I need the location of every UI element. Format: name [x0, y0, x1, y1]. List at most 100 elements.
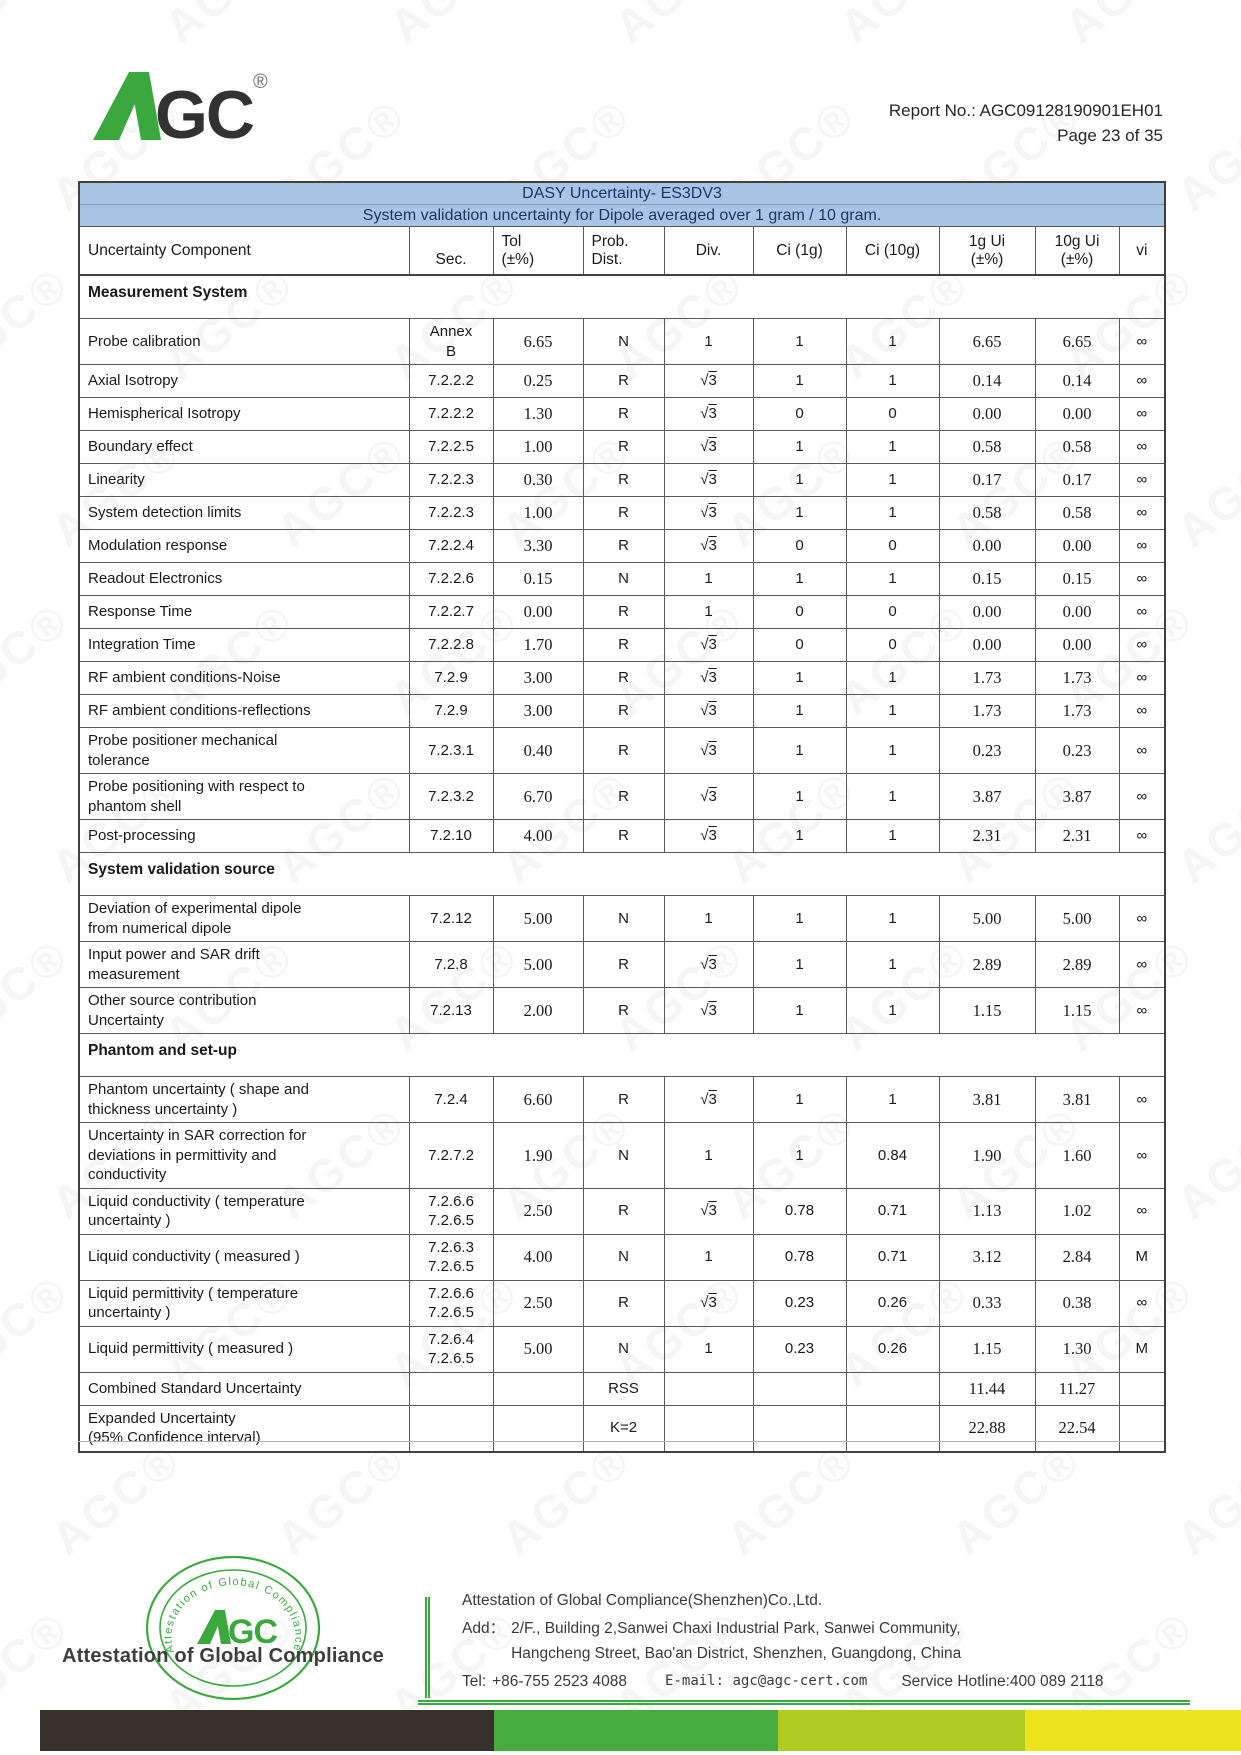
table-cell: M [1118, 1325, 1166, 1373]
table-cell [408, 1404, 494, 1452]
table-cell: R [582, 1279, 665, 1327]
column-header: 10g Ui (±%) [1034, 226, 1120, 276]
table-cell: 0.23 [752, 1279, 847, 1327]
table-cell: 0.15 [492, 562, 584, 596]
table-row: Integration Time 7.2.2.8 1.70 R √3 0 0 0.00 0.00… [78, 628, 1166, 662]
table-cell: 0 [845, 595, 940, 629]
table-cell: RF ambient conditions-Noise [78, 661, 410, 695]
table-cell: 1 [752, 463, 847, 497]
table-cell: 1 [845, 562, 940, 596]
table-cell: 1 [845, 727, 940, 774]
table-cell: 0.23 [752, 1325, 847, 1373]
company-stamp: Attestation of Global Compliance Co., Lt… [137, 1543, 324, 1704]
table-cell: 7.2.3.2 [408, 773, 494, 820]
table-cell: 0.33 [938, 1279, 1036, 1327]
table-cell [1118, 1371, 1166, 1406]
table-cell: 0.15 [938, 562, 1036, 596]
table-cell: R [582, 430, 665, 464]
table-cell: 0.78 [752, 1187, 847, 1235]
column-header: 1g Ui (±%) [938, 226, 1036, 276]
table-cell: 2.89 [938, 941, 1036, 988]
table-cell [663, 1404, 754, 1452]
table-cell: ∞ [1118, 1187, 1166, 1235]
column-header: Prob. Dist. [582, 226, 665, 276]
table-cell: R [582, 661, 665, 695]
table-cell: 4.00 [492, 1233, 584, 1281]
table-row: Uncertainty in SAR correction for deviat… [78, 1122, 1166, 1189]
table-row: Modulation response 7.2.2.4 3.30 R √3 0 0 0.00 0… [78, 529, 1166, 563]
table-cell: Input power and SAR drift measurement [78, 941, 410, 988]
table-cell: 7.2.6.6 7.2.6.5 [408, 1279, 494, 1327]
table-cell: ∞ [1118, 496, 1166, 530]
table-cell: 0.71 [845, 1233, 940, 1281]
table-cell: 0 [752, 595, 847, 629]
column-header: vi [1118, 226, 1166, 276]
table-cell: 0.58 [938, 430, 1036, 464]
table-cell: 7.2.2.2 [408, 364, 494, 398]
table-cell: 7.2.9 [408, 694, 494, 728]
table-cell: 1 [663, 1233, 754, 1281]
table-cell: 0 [752, 397, 847, 431]
table-row: Input power and SAR drift measurement 7.2… [78, 941, 1166, 988]
table-cell: Liquid conductivity ( temperature uncert… [78, 1187, 410, 1235]
logo-triangle-right-stroke [129, 72, 161, 140]
table-cell: 1.13 [938, 1187, 1036, 1235]
table-cell: 7.2.9 [408, 661, 494, 695]
table-cell: 1.30 [1034, 1325, 1120, 1373]
table-cell: 0.26 [845, 1279, 940, 1327]
table-cell: Integration Time [78, 628, 410, 662]
section-header: System validation source [78, 852, 1166, 896]
table-cell: N [582, 1233, 665, 1281]
table-cell: 1 [845, 661, 940, 695]
table-cell: 22.88 [938, 1404, 1036, 1452]
table-cell: 1 [845, 941, 940, 988]
table-row: Liquid permittivity ( measured ) 7.2.6.4 … [78, 1325, 1166, 1373]
table-cell: 1 [663, 1325, 754, 1373]
agc-logo-graphic: GC ® [93, 71, 268, 144]
table-cell: Combined Standard Uncertainty [78, 1371, 410, 1406]
table-cell [492, 1404, 584, 1452]
table-cell: 0 [845, 529, 940, 563]
stamp-outer-ring [145, 1555, 321, 1701]
table-cell: 0.23 [1034, 727, 1120, 774]
table-cell: Expanded Uncertainty (95% Confidence int… [78, 1404, 410, 1452]
table-cell: R [582, 463, 665, 497]
table-cell: 3.81 [938, 1076, 1036, 1123]
table-cell: 0.15 [1034, 562, 1120, 596]
table-cell: N [582, 318, 665, 365]
address-row: Add： 2/F., Building 2,Sanwei Chaxi Indus… [462, 1616, 1190, 1666]
table-title: DASY Uncertainty- ES3DV3 [79, 182, 1166, 205]
email-label: E-mail: [665, 1673, 725, 1689]
table-cell: 1 [845, 364, 940, 398]
table-cell: 1 [752, 727, 847, 774]
table-cell: Phantom uncertainty ( shape and thicknes… [78, 1076, 410, 1123]
table-cell: ∞ [1118, 463, 1166, 497]
table-cell: ∞ [1118, 430, 1166, 464]
table-cell: 2.84 [1034, 1233, 1120, 1281]
bar-segment-green [494, 1710, 778, 1751]
table-cell: 0 [845, 628, 940, 662]
table-cell: Probe positioner mechanical tolerance [78, 727, 410, 774]
table-cell: 0.00 [1034, 628, 1120, 662]
report-info: Report No.: AGC09128190901EH01 Page 23 o… [889, 66, 1163, 148]
table-cell: 6.70 [492, 773, 584, 820]
table-cell: 0.00 [1034, 595, 1120, 629]
table-cell: 7.2.2.3 [408, 463, 494, 497]
table-row: Liquid conductivity ( measured ) 7.2.6.3 … [78, 1233, 1166, 1281]
section-header: Phantom and set-up [78, 1033, 1166, 1077]
table-cell: √3 [663, 529, 754, 563]
table-cell: ∞ [1118, 819, 1166, 853]
table-row: Expanded Uncertainty (95% Confidence int… [78, 1404, 1166, 1452]
table-cell [663, 1371, 754, 1406]
footer-horizontal-divider [418, 1700, 1190, 1705]
table-cell: 1 [845, 1076, 940, 1123]
table-cell: 1 [752, 1122, 847, 1189]
table-cell: 0.00 [1034, 529, 1120, 563]
logo-gc-text: GC [155, 77, 254, 144]
table-cell: R [582, 595, 665, 629]
column-header: Sec. [408, 226, 494, 276]
section-header-row: System validation source [78, 852, 1166, 896]
table-cell: 1 [752, 430, 847, 464]
table-cell: 11.27 [1034, 1371, 1120, 1406]
table-cell: 6.60 [492, 1076, 584, 1123]
